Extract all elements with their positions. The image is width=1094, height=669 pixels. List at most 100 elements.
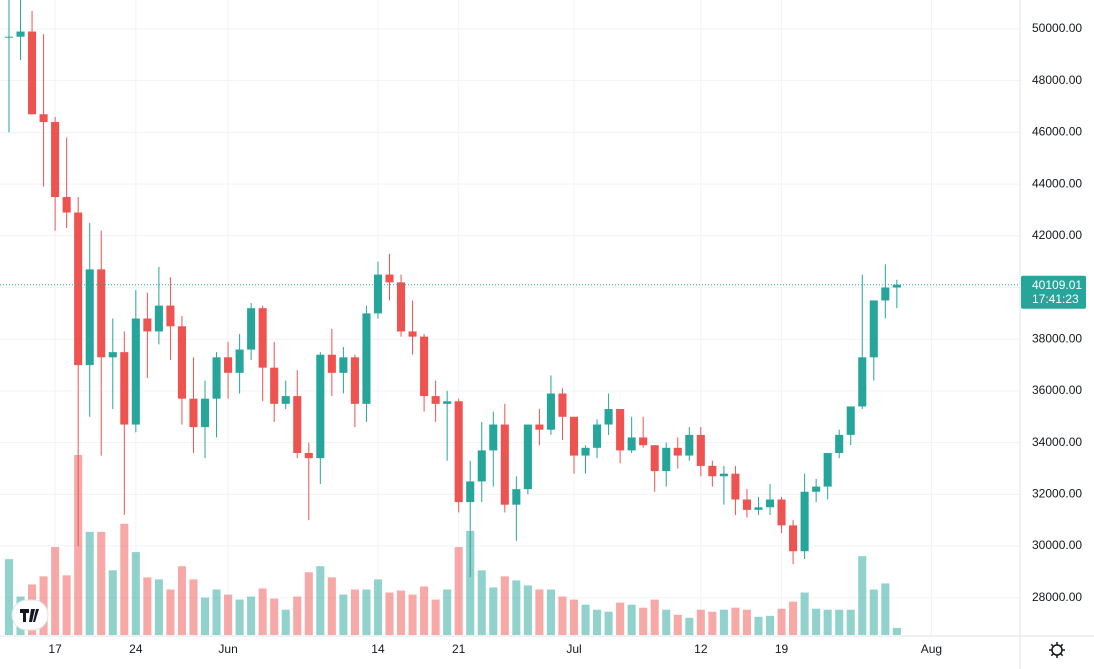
y-tick-label: 28000.00 (1032, 590, 1082, 604)
candle-body (477, 450, 486, 482)
candle-body (777, 499, 786, 526)
volume-bar (593, 609, 602, 635)
volume-bar (731, 607, 740, 635)
y-tick-label: 34000.00 (1032, 435, 1082, 449)
volume-bar (4, 559, 14, 635)
volume-bar (742, 609, 751, 635)
y-tick-label: 32000.00 (1032, 487, 1082, 501)
candle-body (812, 486, 821, 492)
candle-body (131, 318, 140, 425)
candle-body (177, 326, 186, 399)
candle-body (846, 406, 855, 435)
candle-body (535, 424, 544, 430)
candle-body (673, 447, 682, 456)
settings-icon-teeth (1049, 642, 1065, 658)
x-tick-label: 14 (371, 642, 385, 656)
volume-bar (719, 609, 728, 635)
logo-badge[interactable] (11, 599, 49, 631)
volume-bar (708, 611, 717, 635)
candle-body (466, 481, 475, 503)
volume-bar (881, 583, 890, 635)
candle-body (120, 352, 129, 425)
x-tick-label: 24 (129, 642, 143, 656)
volume-bar (812, 608, 821, 635)
candle-body (489, 424, 498, 451)
volume-bar (385, 592, 394, 635)
candle-body (754, 507, 763, 510)
volume-bar (477, 570, 486, 635)
volume-bar (500, 576, 509, 635)
candle-body (74, 212, 83, 366)
volume-bar (396, 590, 406, 635)
y-tick-label: 30000.00 (1032, 538, 1082, 552)
volume-bar (316, 566, 325, 635)
x-tick-label: Jul (566, 642, 581, 656)
volume-bar (443, 589, 452, 635)
volume-bar (235, 599, 244, 635)
x-tick-label: 17 (48, 642, 62, 656)
volume-bar (765, 615, 775, 635)
volume-bar (800, 592, 809, 635)
candle-body (108, 352, 117, 358)
countdown-label: 17:41:23 (1032, 292, 1079, 306)
candle-body (892, 284, 901, 288)
volume-bar (535, 589, 544, 635)
x-tick-label: 12 (694, 642, 708, 656)
candle-body (650, 445, 659, 472)
candle-body (581, 447, 590, 456)
volume-bar (650, 599, 659, 635)
candle-body (593, 424, 602, 448)
candle-body (742, 499, 751, 510)
y-tick-label: 42000.00 (1032, 228, 1082, 242)
volume-bar (754, 616, 763, 635)
x-tick-label: Jun (218, 642, 237, 656)
candle-body (4, 36, 14, 38)
volume-bar (616, 602, 625, 635)
candle-body (685, 434, 694, 456)
y-tick-label: 50000.00 (1032, 21, 1082, 35)
volume-bar (627, 604, 636, 635)
volume-bar (258, 588, 267, 635)
axes: 28000.00 30000.00 32000.00 34000.00 36000.00… (48, 21, 1086, 656)
candle-body (51, 122, 60, 198)
x-tick-label: Aug (921, 642, 942, 656)
volume-bar (420, 586, 429, 635)
volume-bar (362, 589, 371, 635)
volume-bar (466, 530, 475, 635)
candle-body (420, 336, 429, 397)
candle-body (212, 357, 221, 399)
volume-bar (431, 599, 440, 635)
y-tick-label: 36000.00 (1032, 383, 1082, 397)
candle-body (350, 357, 359, 404)
candle-body (281, 396, 290, 404)
volume-bar (200, 597, 210, 635)
logo[interactable] (11, 599, 49, 631)
candle-body (143, 318, 152, 332)
candle-body (85, 269, 94, 366)
candle-body (454, 401, 463, 503)
candle-body (16, 31, 25, 37)
volume-bar (489, 587, 498, 635)
volume-bar (154, 579, 163, 635)
volume-bar (247, 596, 256, 635)
volume-bar (673, 614, 682, 635)
volume-bar (512, 580, 521, 635)
volume-bar (823, 609, 832, 635)
candle-body (396, 282, 406, 332)
candle-body (316, 354, 325, 459)
candle-body (800, 491, 809, 552)
volume-bar (373, 579, 383, 635)
volume-bar (51, 547, 60, 635)
candle-body (789, 525, 798, 552)
candle-body (362, 313, 371, 404)
settings-button[interactable] (1049, 642, 1065, 658)
candle-body (373, 274, 383, 314)
candle-body (339, 357, 348, 373)
candle-body (639, 437, 648, 446)
y-tick-label: 48000.00 (1032, 73, 1082, 87)
candle-body (627, 437, 636, 451)
candle-body (247, 308, 256, 350)
y-tick-label: 38000.00 (1032, 331, 1082, 345)
volume-bar (777, 608, 786, 635)
